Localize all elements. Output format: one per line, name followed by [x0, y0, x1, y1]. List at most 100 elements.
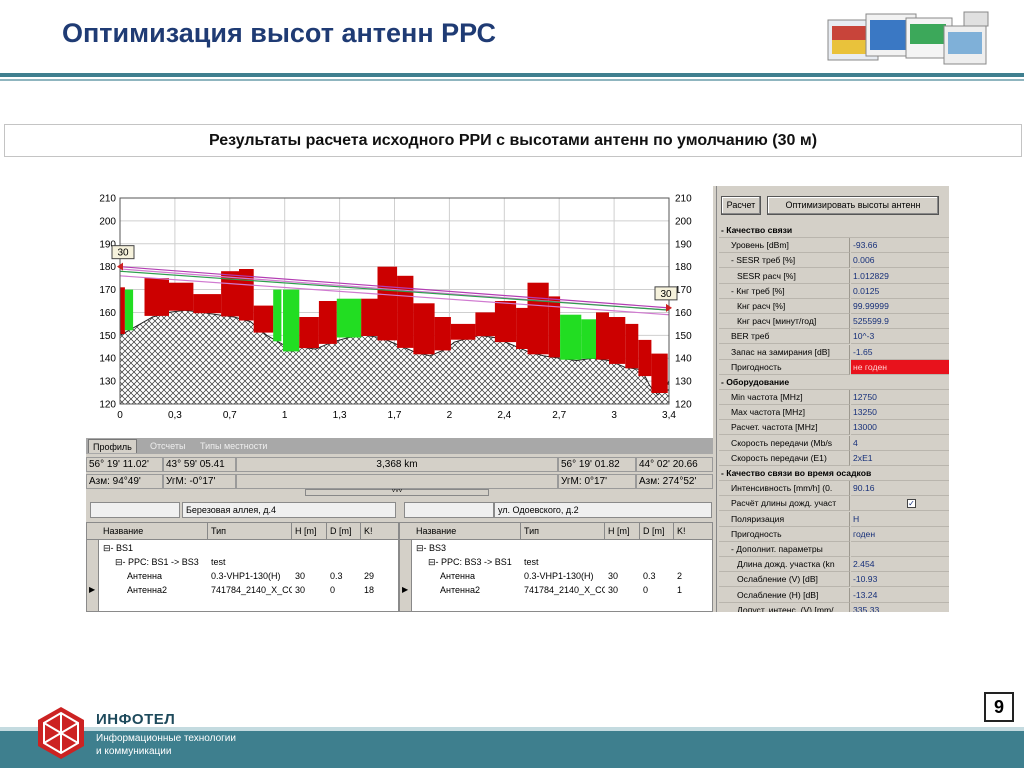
y-tick-label: 170 [675, 285, 692, 296]
property-value[interactable]: -1.65 [851, 345, 949, 360]
cell-type: 0.3-VHP1-130(H) [211, 571, 281, 581]
property-value[interactable]: ✓ [851, 496, 949, 512]
property-row[interactable]: Скорость передачи (Mb/s 4 [719, 435, 949, 451]
grid-column-header[interactable]: Тип [208, 523, 292, 540]
property-row[interactable]: Уровень [dBm] -93.66 [719, 238, 949, 254]
cell-d [643, 541, 674, 555]
panel-splitter[interactable]: ˅˅˅ [305, 489, 489, 496]
property-value[interactable] [851, 542, 949, 557]
property-row[interactable]: Пригодность годен [719, 526, 949, 542]
property-section[interactable]: - Качество связи [719, 223, 949, 238]
property-row[interactable]: - Дополнит. параметры [719, 541, 949, 557]
property-value[interactable]: годен [851, 527, 949, 542]
property-value[interactable]: 2.454 [851, 557, 949, 573]
property-row[interactable]: Запас на замирания [dB] -1.65 [719, 344, 949, 360]
property-row[interactable]: Длина дожд. участка (kn 2.454 [719, 557, 949, 573]
property-value[interactable]: 2xE1 [851, 451, 949, 466]
grid-column-header[interactable]: Тип [521, 523, 605, 540]
property-value[interactable]: 13000 [851, 420, 949, 436]
right-antenna-height: 30 [660, 289, 672, 300]
property-section[interactable]: - Оборудование [719, 375, 949, 390]
property-row[interactable]: Ослабление (V) [dB] -10.93 [719, 572, 949, 588]
x-axis: 0 0,3 0,7 1 1,3 1,7 2 2,4 2,7 3 3,4 [117, 410, 676, 421]
cell-h: 30 [608, 585, 619, 595]
left-site-name-field[interactable] [90, 502, 180, 518]
right-antenna-icon [666, 303, 672, 312]
table-row[interactable]: ▶ Антенна2 741784_2140_X_CC 30 0 18 [87, 583, 398, 597]
property-key: Интенсивность [mm/h] (0. [719, 481, 850, 497]
optimize-heights-button[interactable]: Оптимизировать высоты антенн [767, 196, 939, 215]
table-row[interactable]: ⊟- РРС: BS1 -> BS3 test [87, 555, 398, 569]
property-key: Ослабление (H) [dB] [719, 587, 850, 603]
tab-terrain-types[interactable]: Типы местности [200, 441, 268, 451]
calc-button[interactable]: Расчет [721, 196, 761, 215]
property-value[interactable]: 12750 [851, 390, 949, 406]
property-row[interactable]: Ослабление (H) [dB] -13.24 [719, 587, 949, 603]
property-row[interactable]: - Кнг треб [%] 0.0125 [719, 283, 949, 299]
property-row[interactable]: Min частота [MHz] 12750 [719, 390, 949, 406]
property-value[interactable]: -13.24 [851, 588, 949, 603]
table-row[interactable]: Антенна 0.3-VHP1-130(H) 30 0.3 29 [87, 569, 398, 583]
table-row[interactable]: ▶ Антенна2 741784_2140_X_CC 30 0 1 [400, 583, 712, 597]
grid-column-header[interactable]: K! [674, 523, 712, 540]
property-value[interactable]: не годен [851, 359, 949, 375]
table-row[interactable]: ⊟- РРС: BS3 -> BS1 test [400, 555, 712, 569]
property-value[interactable]: 4 [851, 436, 949, 451]
left-antenna-badge [111, 245, 135, 260]
cell-d: 0.3 [330, 571, 343, 581]
cell-h [295, 541, 327, 555]
grid-column-header[interactable]: Название [413, 523, 521, 540]
property-value[interactable]: 90.16 [851, 481, 949, 497]
property-value[interactable]: 0.006 [851, 253, 949, 269]
table-row[interactable]: ⊟- BS3 [400, 541, 712, 555]
grid-column-header[interactable]: H [m] [292, 523, 327, 540]
property-row[interactable]: Кнг расч [минут/год] 525599.9 [719, 314, 949, 330]
property-row[interactable]: Max частота [MHz] 13250 [719, 405, 949, 421]
y-tick-label: 160 [675, 308, 692, 319]
property-value[interactable]: 335.33 [851, 603, 949, 612]
property-row[interactable]: Интенсивность [mm/h] (0. 90.16 [719, 481, 949, 497]
property-value[interactable]: 0.0125 [851, 284, 949, 299]
table-row[interactable]: ⊟- BS1 [87, 541, 398, 555]
property-value[interactable]: 525599.9 [851, 314, 949, 330]
cell-h [295, 555, 327, 569]
row-indicator-column [87, 540, 99, 611]
property-row[interactable]: Расчет. частота [MHz] 13000 [719, 420, 949, 436]
left-site-address[interactable]: Березовая аллея, д.4 [182, 502, 396, 518]
grid-column-header[interactable]: D [m] [640, 523, 674, 540]
property-row[interactable]: Скорость передачи (E1) 2xE1 [719, 450, 949, 466]
rain-length-checkbox[interactable]: ✓ [907, 499, 916, 509]
grid-column-header[interactable]: K! [361, 523, 398, 540]
property-section[interactable]: - Качество связи во время осадков [719, 466, 949, 481]
company-name: ИНФОТЕЛ [96, 711, 176, 728]
property-row[interactable]: Расчёт длины дожд. участ ✓ [719, 496, 949, 512]
property-row[interactable]: BER треб 10^-3 [719, 329, 949, 345]
grid-column-header[interactable]: H [m] [605, 523, 640, 540]
tab-profile[interactable]: Профиль [88, 439, 137, 453]
property-row[interactable]: Поляризация H [719, 511, 949, 527]
property-row[interactable]: Пригодность не годен [719, 359, 949, 375]
tab-samples[interactable]: Отсчеты [150, 441, 186, 451]
property-row[interactable]: - SESR треб [%] 0.006 [719, 253, 949, 269]
property-value[interactable]: 13250 [851, 405, 949, 421]
right-site-address[interactable]: ул. Одоевского, д.2 [494, 502, 712, 518]
property-value[interactable]: 10^-3 [851, 329, 949, 345]
building-bar [253, 305, 274, 333]
table-row[interactable]: Антенна 0.3-VHP1-130(H) 30 0.3 2 [400, 569, 712, 583]
property-value[interactable]: 99.99999 [851, 299, 949, 314]
property-row[interactable]: SESR расч [%] 1.012829 [719, 268, 949, 284]
right-equipment-grid: Название Тип H [m] D [m] K! ⊟- BS3 ⊟- РРС: BS3… [399, 522, 713, 612]
right-site-name-field[interactable] [404, 502, 494, 518]
property-value[interactable]: -10.93 [851, 572, 949, 588]
y-tick-label: 190 [675, 239, 692, 250]
grid-column-header[interactable]: Название [100, 523, 208, 540]
property-value[interactable]: 1.012829 [851, 269, 949, 284]
property-value[interactable]: -93.66 [851, 238, 949, 254]
grid-column-header[interactable]: D [m] [327, 523, 361, 540]
y-tick-label: 130 [99, 377, 116, 388]
profile-chart: 120 130 140 150 160 170 180 190 200 210 120 130 140… [86, 186, 713, 438]
property-row[interactable]: Допуст. интенс. (V) [mm/335.33 [719, 602, 949, 612]
building-bar [516, 307, 528, 349]
property-value[interactable]: H [851, 512, 949, 527]
property-row[interactable]: Кнг расч [%] 99.99999 [719, 298, 949, 314]
